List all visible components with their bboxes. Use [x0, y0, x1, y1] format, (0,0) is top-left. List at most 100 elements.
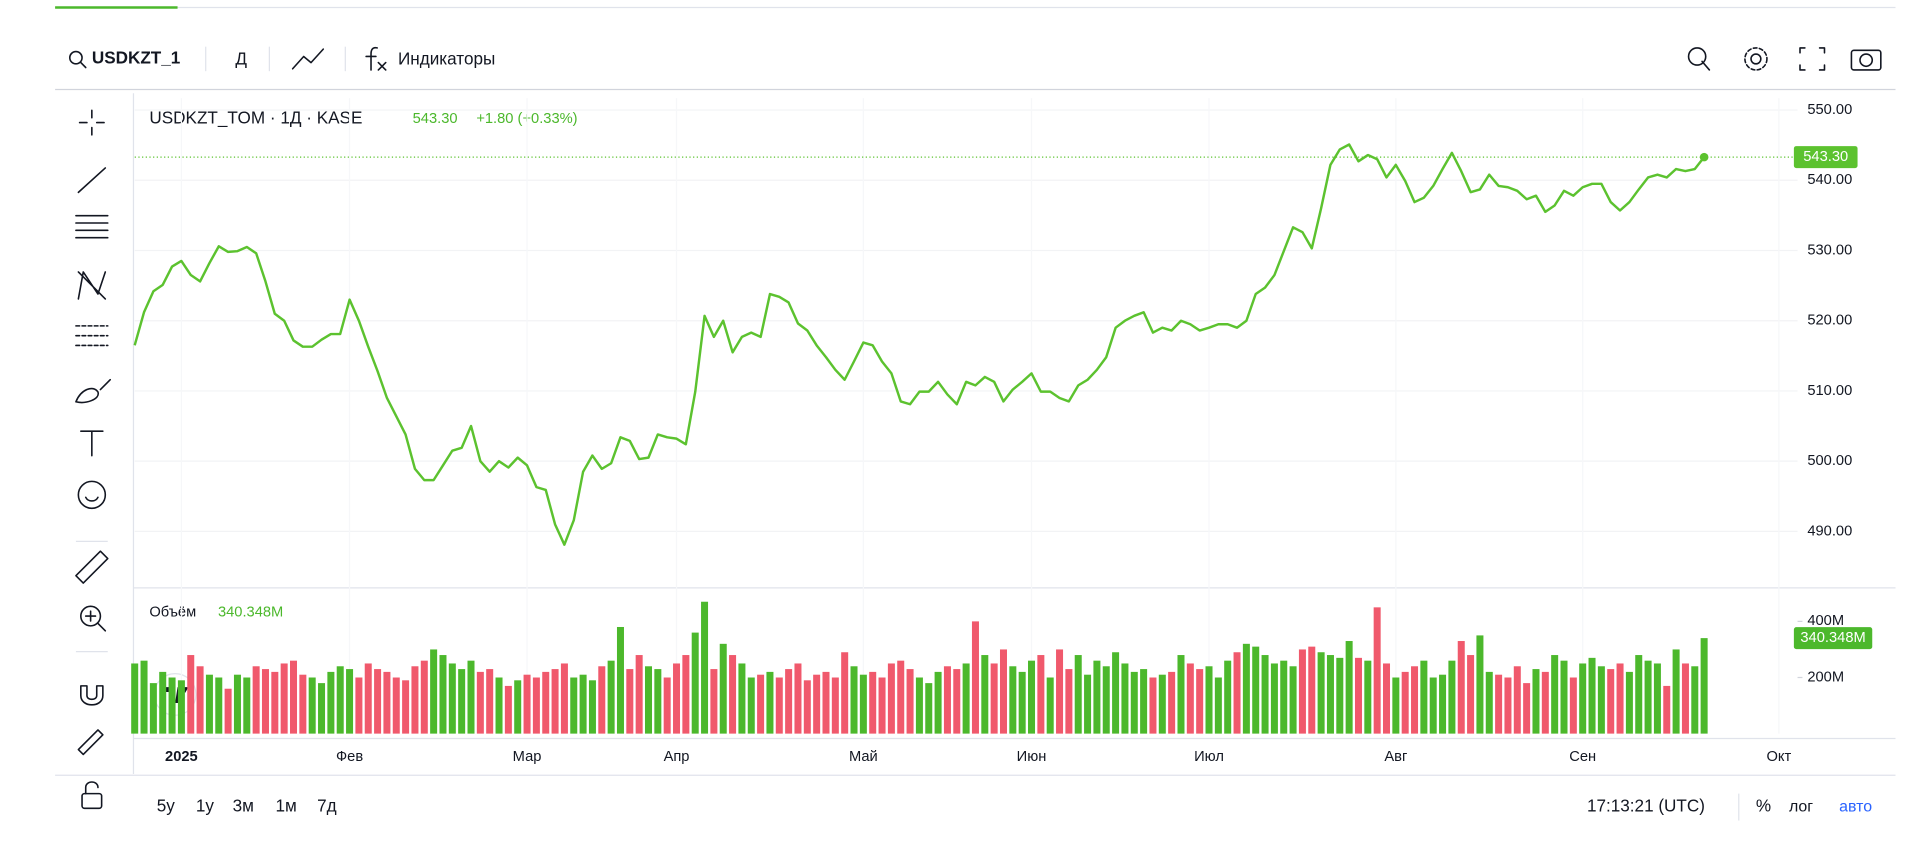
volume-bar	[1242, 643, 1250, 734]
projection-icon	[75, 325, 109, 347]
volume-bar	[981, 655, 989, 734]
search-icon	[80, 61, 87, 69]
x-tick-label: Мар	[513, 749, 542, 765]
range-button[interactable]: 7д	[317, 796, 337, 816]
volume-bar	[1457, 641, 1465, 734]
volume-bar	[878, 677, 886, 734]
volume-bar	[318, 683, 326, 734]
volume-bar	[1523, 683, 1531, 734]
volume-bar	[1158, 674, 1166, 734]
volume-bar	[990, 663, 998, 734]
volume-bar	[1635, 655, 1643, 734]
volume-bar	[1270, 663, 1278, 734]
range-button[interactable]: 3м	[233, 796, 254, 816]
volume-bar	[159, 671, 167, 734]
volume-badge-label: 340.348M	[1800, 630, 1865, 646]
volume-bar	[1569, 677, 1577, 734]
volume-bar	[346, 669, 354, 734]
volume-bar	[1439, 674, 1447, 734]
volume-bar	[1532, 669, 1540, 734]
indicators-label: Индикаторы	[398, 49, 495, 69]
volume-bar	[1177, 655, 1185, 734]
left-toolbar[interactable]	[75, 109, 111, 810]
volume-bar	[243, 677, 251, 734]
volume-bar	[719, 643, 727, 734]
last-price: 543.30	[413, 111, 458, 127]
volume-bar	[859, 674, 867, 734]
range-button[interactable]: 1м	[276, 796, 297, 816]
volume-bar	[626, 669, 634, 734]
y-tick-label: 540.00	[1807, 172, 1852, 188]
percent-toggle[interactable]: %	[1756, 796, 1771, 816]
y-tick-label: 510.00	[1807, 383, 1852, 399]
volume-bar	[486, 669, 494, 734]
volume-bar	[766, 671, 774, 734]
range-button[interactable]: 1у	[196, 796, 215, 816]
x-tick-label: Май	[849, 749, 878, 765]
volume-bar	[673, 663, 681, 734]
log-toggle[interactable]: лог	[1789, 798, 1813, 815]
volume-bar	[1037, 655, 1045, 734]
volume-bar	[1056, 649, 1064, 734]
volume-bar	[616, 626, 624, 734]
volume-bar	[925, 683, 933, 734]
range-button[interactable]: 5у	[157, 796, 176, 816]
volume-bar	[1168, 671, 1176, 734]
emoji-icon	[77, 480, 107, 510]
volume-bar	[607, 660, 615, 734]
volume-bar	[1495, 674, 1503, 734]
chart-type-icon[interactable]	[291, 48, 325, 70]
y-tick-label: 550.00	[1807, 102, 1852, 118]
x-tick-label: 2025	[165, 749, 198, 765]
volume-bar	[897, 660, 905, 734]
x-tick-label: Фев	[336, 749, 363, 765]
volume-bar	[560, 663, 568, 734]
volume-bar	[261, 669, 269, 734]
volume-bar	[953, 669, 961, 734]
y-tick-label: 520.00	[1807, 313, 1852, 329]
volume-bar	[1130, 671, 1138, 734]
volume-bar	[794, 663, 802, 734]
volume-bar	[187, 655, 195, 734]
zoom-icon	[80, 605, 102, 627]
volume-bar	[1018, 671, 1026, 734]
volume-bar	[1513, 666, 1521, 734]
volume-bar	[1308, 646, 1316, 734]
volume-bar	[336, 666, 344, 734]
volume-bar	[635, 655, 643, 734]
interval[interactable]: Д	[235, 49, 247, 69]
volume-bar	[1579, 663, 1587, 734]
volume-bar	[1326, 655, 1334, 734]
search-icon	[69, 50, 83, 65]
volume-bar	[1476, 635, 1484, 734]
symbol-title: USDKZT_TOM · 1Д · KASE	[149, 107, 362, 127]
volume-bar	[570, 677, 578, 734]
volume-last: 340.348M	[218, 604, 283, 620]
volume-bar	[915, 677, 923, 734]
volume-tick-label: 200M	[1807, 669, 1844, 685]
volume-bar	[1420, 660, 1428, 734]
volume-bar	[1317, 652, 1325, 734]
magnet-icon	[80, 685, 104, 706]
volume-bar	[1298, 649, 1306, 734]
symbol-search[interactable]: USDKZT_1	[69, 47, 181, 69]
volume-bar	[523, 674, 531, 734]
volume-bar	[177, 680, 185, 734]
volume-bar	[205, 674, 213, 734]
auto-toggle[interactable]: авто	[1839, 798, 1872, 815]
volume-bar	[831, 677, 839, 734]
price-line	[133, 143, 1706, 546]
volume-bar	[1607, 669, 1615, 734]
indicators[interactable]: Индикаторы	[365, 46, 495, 71]
volume-bar	[402, 680, 410, 734]
right-tools[interactable]	[1687, 47, 1882, 71]
volume-bar	[514, 680, 522, 734]
y-tick-label: 490.00	[1807, 523, 1852, 539]
volume-bar	[374, 669, 382, 734]
volume-bar	[439, 655, 447, 734]
lock-icon	[81, 792, 103, 810]
volume-bar	[532, 677, 540, 734]
volume-bar	[448, 663, 456, 734]
volume-bar	[551, 669, 559, 734]
